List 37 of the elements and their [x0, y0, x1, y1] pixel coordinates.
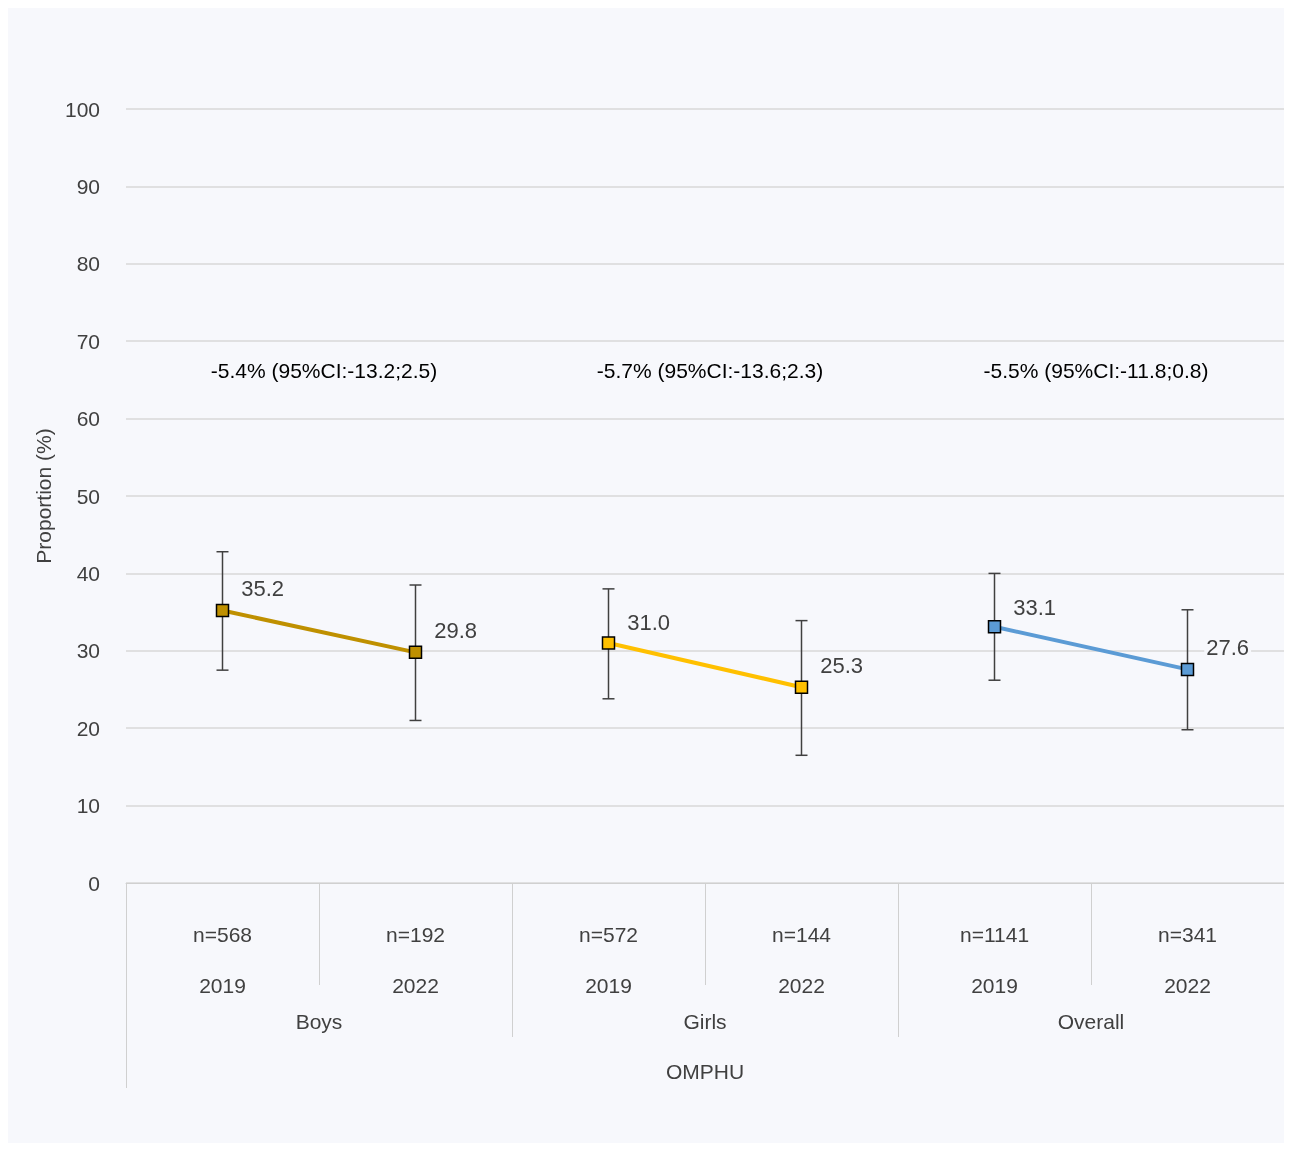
text: OMPHU [665, 1060, 745, 1083]
annotation: -5.4% (95%CI:-13.2;2.5) [210, 359, 438, 382]
category-label: n=144 2022 [772, 923, 831, 997]
y-tick-label: 100 [64, 97, 100, 121]
category-label: n=341 2022 [1158, 923, 1217, 997]
point [794, 680, 809, 694]
text: Overall [1057, 1010, 1125, 1033]
point [408, 645, 423, 660]
y-axis-title: Proportion (%) [32, 428, 55, 564]
y-tick-label: 90 [76, 174, 100, 198]
point [215, 603, 230, 618]
y-tick-label: 80 [76, 252, 100, 276]
text: Boys [295, 1010, 343, 1033]
y-tick-label: 50 [76, 484, 100, 508]
data-label: 35.2 [241, 576, 285, 602]
point [987, 620, 1002, 634]
annotation: -5.7% (95%CI:-13.6;2.3) [596, 359, 824, 382]
category-label: n=572 2019 [579, 923, 638, 997]
annotation: -5.5% (95%CI:-11.8;0.8) [983, 359, 1209, 382]
y-tick-label: 10 [76, 794, 100, 818]
category-label: n=1141 2019 [959, 923, 1030, 997]
point [1180, 662, 1195, 677]
y-tick-label: 30 [76, 639, 100, 663]
data-label: 27.6 [1206, 634, 1250, 660]
data-label: 25.3 [820, 652, 864, 678]
data-label: 31.0 [627, 610, 671, 636]
data-label: 29.8 [434, 617, 478, 643]
y-tick-label: 70 [76, 329, 100, 353]
category-label: n=568 2019 [193, 923, 252, 997]
category-label: n=192 2022 [386, 923, 445, 997]
data-label: 33.1 [1013, 594, 1057, 620]
y-tick-label: 0 [88, 871, 100, 895]
y-tick-label: 40 [76, 561, 100, 585]
y-tick-label: 20 [76, 716, 100, 740]
point [601, 636, 616, 650]
y-tick-label: 60 [76, 407, 100, 431]
text: Girls [683, 1010, 727, 1033]
